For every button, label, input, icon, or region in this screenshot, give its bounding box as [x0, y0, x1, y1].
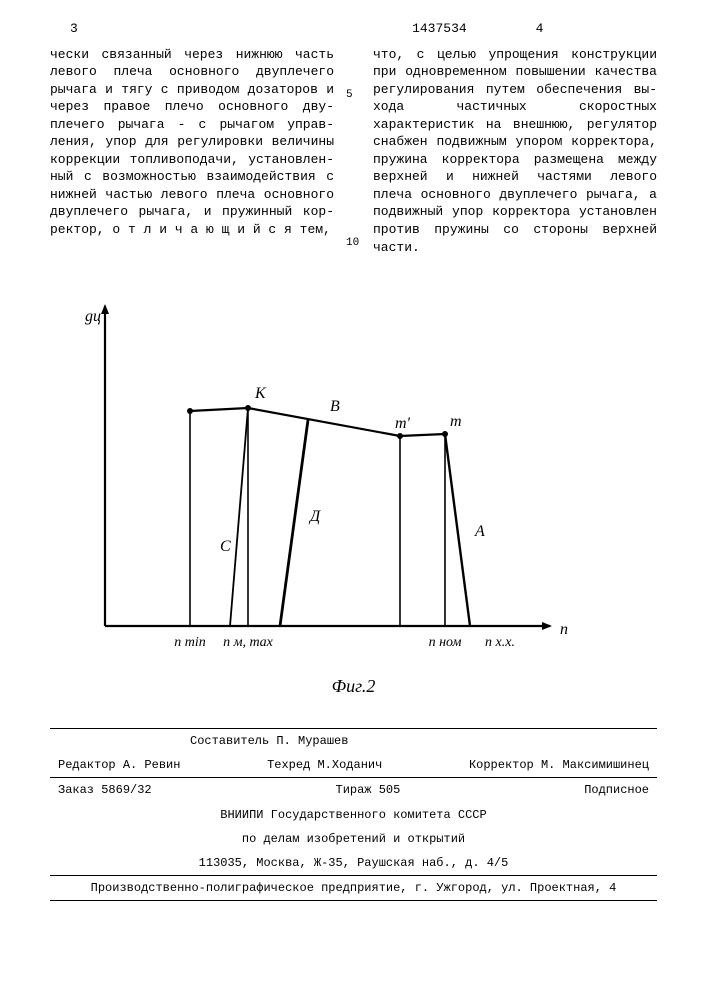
colophon: Составитель П. Мурашев Редактор А. Ревин… — [50, 728, 657, 901]
patent-page: 3 1437534 4 чески связанный через нижнюю… — [0, 0, 707, 931]
corrector: Корректор М. Максимишинец — [469, 757, 649, 773]
techred: Техред М.Ходанич — [267, 757, 382, 773]
line-numbers: 5 10 — [346, 46, 361, 257]
printer-line: Производственно-полиграфическое предприя… — [50, 876, 657, 901]
figure-2: gц n n min n м, max n ном n х.х. К Вm' m Д С А Фиг.… — [50, 276, 657, 698]
svg-text:n ном: n ном — [429, 635, 462, 650]
svg-text:Д: Д — [308, 508, 321, 525]
order-row: Заказ 5869/32 Тираж 505 Подписное — [50, 778, 657, 802]
tirage: Тираж 505 — [336, 782, 401, 798]
svg-text:n х.х.: n х.х. — [485, 635, 515, 650]
header: 3 1437534 4 — [50, 20, 657, 38]
org-line3: 113035, Москва, Ж-35, Раушская наб., д. … — [50, 851, 657, 876]
org-line2: по делам изобретений и открытий — [50, 827, 657, 851]
compiler-name: П. Мурашев — [276, 734, 348, 748]
page-num-right: 4 — [536, 20, 657, 38]
right-column: что, с целью упрощения конструкции при о… — [373, 46, 657, 257]
svg-text:n м, max: n м, max — [223, 635, 274, 650]
svg-text:gц: gц — [85, 308, 101, 325]
text-columns: чески связанный через нижнюю часть левог… — [50, 46, 657, 257]
svg-text:С: С — [220, 538, 231, 555]
left-column: чески связанный через нижнюю часть левог… — [50, 46, 334, 257]
line-num: 5 — [346, 88, 361, 103]
document-number: 1437534 — [348, 20, 530, 38]
svg-text:n: n — [560, 621, 568, 638]
line-num: 10 — [346, 236, 361, 251]
compiler-row: Составитель П. Мурашев — [50, 729, 657, 753]
subscription: Подписное — [584, 782, 649, 798]
editor-row: Редактор А. Ревин Техред М.Ходанич Корре… — [50, 753, 657, 778]
svg-text:В: В — [330, 398, 340, 415]
svg-text:m': m' — [395, 415, 411, 432]
figure-caption: Фиг.2 — [50, 674, 657, 698]
svg-text:n min: n min — [174, 635, 206, 650]
svg-text:А: А — [474, 523, 485, 540]
chart-svg: gц n n min n м, max n ном n х.х. К Вm' m Д С А — [50, 276, 570, 666]
page-num-left: 3 — [50, 20, 343, 38]
svg-text:К: К — [254, 385, 267, 402]
order: Заказ 5869/32 — [58, 782, 152, 798]
svg-text:m: m — [450, 413, 462, 430]
editor: Редактор А. Ревин — [58, 757, 180, 773]
org-line1: ВНИИПИ Государственного комитета СССР — [50, 803, 657, 827]
compiler-label: Составитель — [190, 734, 269, 748]
